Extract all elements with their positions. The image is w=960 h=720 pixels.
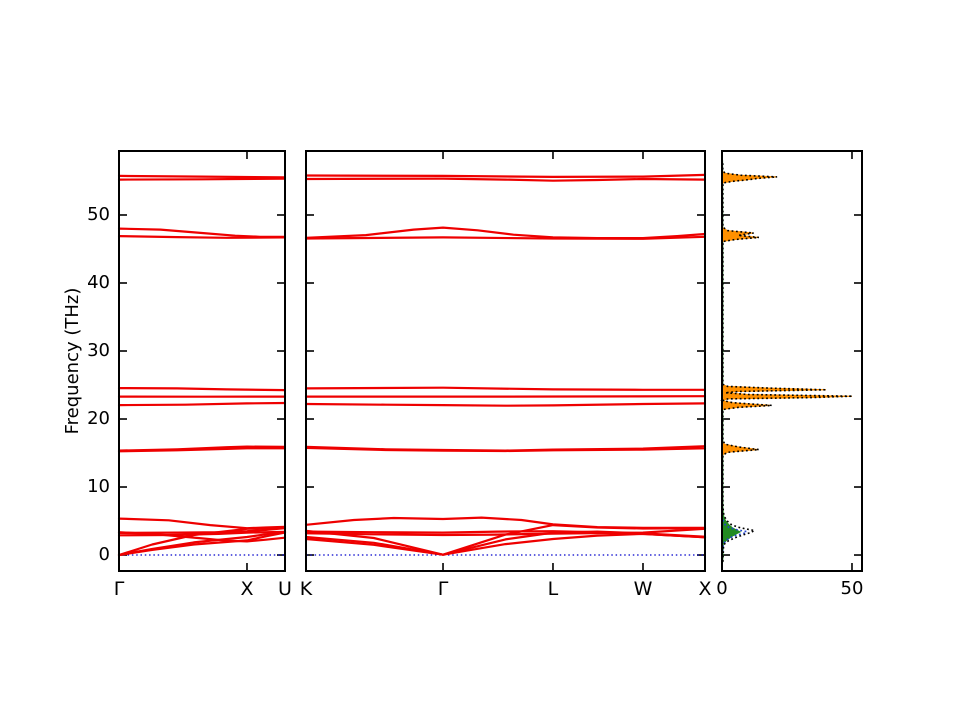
k-point-label: W xyxy=(633,578,653,600)
dos-tick-label: 0 xyxy=(716,578,728,599)
phonon-band xyxy=(117,177,287,181)
y-tick-label: 0 xyxy=(98,544,110,566)
phonon-band xyxy=(117,401,287,407)
phonon-band xyxy=(117,517,287,530)
phonon-band xyxy=(117,227,287,238)
k-point-label: U xyxy=(278,578,292,600)
phonon-band xyxy=(117,531,287,543)
phonon-band xyxy=(304,527,707,537)
y-tick-label: 30 xyxy=(87,340,110,361)
projected-dos-blue xyxy=(721,517,749,552)
phonon-band xyxy=(304,177,707,182)
phonon-band xyxy=(117,527,287,535)
y-tick-label: 10 xyxy=(87,476,110,497)
k-point-label: Γ xyxy=(437,578,449,600)
panel-frame-bands-left xyxy=(118,150,286,572)
phonon-band xyxy=(117,174,287,179)
projected-dos-green xyxy=(721,160,742,563)
total-dos-black xyxy=(720,160,853,562)
phonon-band xyxy=(117,387,287,392)
panel-frame-dos xyxy=(721,150,863,572)
y-tick-label: 20 xyxy=(87,408,110,429)
y-axis-label: Frequency (THz) xyxy=(62,287,83,435)
phonon-band xyxy=(304,173,707,178)
phonon-band xyxy=(117,447,287,453)
projected-dos-orange xyxy=(720,169,853,555)
phonon-band xyxy=(304,530,707,539)
phonon-band xyxy=(304,235,707,240)
phonon-band xyxy=(304,446,707,453)
k-point-label: X xyxy=(698,578,712,600)
phonon-band xyxy=(304,386,707,391)
k-point-label: X xyxy=(240,578,254,600)
k-point-label: Γ xyxy=(113,578,125,600)
k-point-label: K xyxy=(299,578,313,600)
phonon-band xyxy=(304,516,707,529)
dos-tick-label: 50 xyxy=(840,578,864,599)
panel-frame-bands-middle xyxy=(305,150,706,572)
k-point-label: L xyxy=(547,578,559,600)
y-tick-label: 40 xyxy=(87,271,110,293)
phonon-band xyxy=(304,226,707,240)
y-tick-label: 50 xyxy=(87,203,110,225)
phonon-band xyxy=(304,402,707,407)
